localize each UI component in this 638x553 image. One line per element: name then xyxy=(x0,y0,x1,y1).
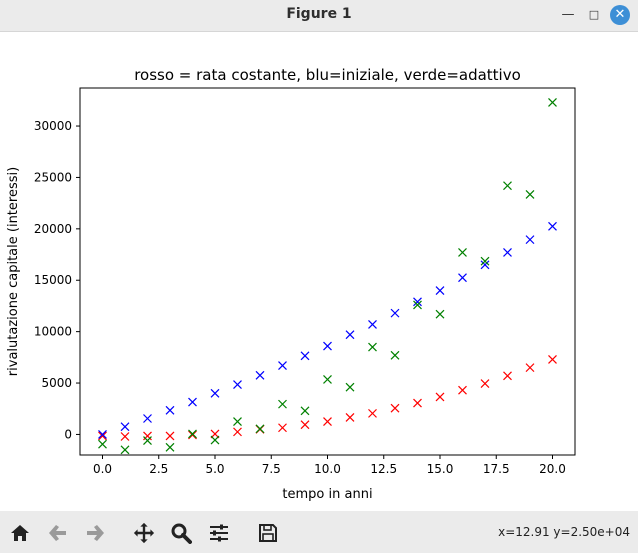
y-tick-label: 0 xyxy=(64,427,72,441)
data-point-series-2 xyxy=(98,439,107,449)
y-tick-label: 30000 xyxy=(34,119,72,133)
pan-move-icon[interactable] xyxy=(133,522,155,544)
data-point-series-0 xyxy=(300,420,310,430)
data-point-series-2 xyxy=(368,342,377,352)
navigation-toolbar: x=12.91 y=2.50e+04 xyxy=(0,511,638,553)
data-point-series-2 xyxy=(300,406,310,416)
data-point-series-2 xyxy=(435,309,445,319)
data-point-series-2 xyxy=(143,436,152,446)
data-point-series-2 xyxy=(390,350,400,360)
data-point-series-2 xyxy=(548,97,557,107)
data-point-series-0 xyxy=(503,371,512,381)
data-point-series-0 xyxy=(435,392,445,402)
window-title: Figure 1 xyxy=(286,6,352,22)
data-point-series-1 xyxy=(255,370,265,380)
data-point-series-0 xyxy=(525,363,535,373)
data-point-series-1 xyxy=(278,361,287,370)
data-point-series-2 xyxy=(345,382,355,392)
save-floppy-icon[interactable] xyxy=(257,522,279,544)
forward-arrow-icon[interactable] xyxy=(84,522,106,544)
x-axis-ticks: 0.0 2.5 5.0 7.5 10.0 12.5 15.0 17.5 20.0 xyxy=(93,455,566,476)
y-axis-label: rivalutazione capitale (interessi) xyxy=(6,167,21,376)
data-point-series-2 xyxy=(120,445,130,455)
minimize-icon[interactable]: — xyxy=(561,7,575,22)
data-point-series-0 xyxy=(480,379,490,388)
data-point-series-0 xyxy=(548,354,557,364)
x-tick-label: 20.0 xyxy=(539,462,566,476)
maximize-icon[interactable]: □ xyxy=(588,8,600,21)
data-point-series-1 xyxy=(435,286,445,295)
data-point-series-1 xyxy=(233,380,242,390)
data-point-series-0 xyxy=(165,431,175,441)
data-points xyxy=(98,97,557,455)
home-icon[interactable] xyxy=(9,522,31,544)
window-titlebar: Figure 1 — □ ✕ xyxy=(0,0,638,32)
data-point-series-0 xyxy=(278,423,287,433)
scatter-plot: rosso = rata costante, blu=iniziale, ver… xyxy=(6,66,576,502)
y-tick-label: 5000 xyxy=(41,376,72,390)
data-point-series-1 xyxy=(120,422,130,432)
data-point-series-1 xyxy=(525,235,535,245)
data-point-series-2 xyxy=(323,375,332,384)
back-arrow-icon[interactable] xyxy=(47,522,69,544)
data-point-series-2 xyxy=(188,429,197,439)
data-point-series-0 xyxy=(345,413,355,422)
chart-title: rosso = rata costante, blu=iniziale, ver… xyxy=(134,66,521,84)
zoom-magnifier-icon[interactable] xyxy=(170,522,192,544)
data-point-series-2 xyxy=(210,435,220,445)
configure-subplots-icon[interactable] xyxy=(208,522,230,544)
data-point-series-1 xyxy=(480,260,490,270)
data-point-series-1 xyxy=(368,320,377,329)
data-point-series-2 xyxy=(480,256,490,266)
figure-canvas[interactable]: rosso = rata costante, blu=iniziale, ver… xyxy=(0,32,638,509)
data-point-series-1 xyxy=(390,308,400,318)
data-point-series-1 xyxy=(413,297,422,307)
data-point-series-1 xyxy=(548,221,557,231)
x-tick-label: 15.0 xyxy=(427,462,454,476)
y-tick-label: 20000 xyxy=(34,222,72,236)
data-point-series-1 xyxy=(323,341,332,351)
data-point-series-1 xyxy=(503,248,512,257)
x-tick-label: 5.0 xyxy=(205,462,224,476)
data-point-series-2 xyxy=(165,442,175,452)
y-tick-label: 15000 xyxy=(34,273,72,287)
data-point-series-1 xyxy=(165,405,175,415)
data-point-series-2 xyxy=(503,181,512,191)
data-point-series-2 xyxy=(525,189,535,199)
x-tick-label: 2.5 xyxy=(149,462,168,476)
y-axis-ticks: 0 5000 10000 15000 20000 25000 30000 xyxy=(34,119,80,441)
axes-frame xyxy=(79,87,576,456)
x-tick-label: 12.5 xyxy=(370,462,397,476)
x-axis-label: tempo in anni xyxy=(282,487,372,502)
y-tick-label: 25000 xyxy=(34,170,72,184)
data-point-series-2 xyxy=(255,424,265,434)
data-point-series-1 xyxy=(98,430,107,439)
x-tick-label: 0.0 xyxy=(93,462,112,476)
data-point-series-0 xyxy=(413,398,422,408)
data-point-series-0 xyxy=(233,427,242,437)
data-point-series-1 xyxy=(458,273,467,283)
data-point-series-1 xyxy=(345,330,355,340)
data-point-series-2 xyxy=(278,399,287,409)
x-tick-label: 10.0 xyxy=(314,462,341,476)
x-tick-label: 17.5 xyxy=(483,462,510,476)
data-point-series-1 xyxy=(300,351,310,361)
data-point-series-0 xyxy=(98,431,107,441)
data-point-series-2 xyxy=(458,248,467,257)
data-point-series-2 xyxy=(413,300,422,310)
data-point-series-0 xyxy=(390,403,400,413)
data-point-series-0 xyxy=(323,417,332,427)
data-point-series-0 xyxy=(120,432,130,441)
data-point-series-0 xyxy=(458,385,467,395)
cursor-coordinates: x=12.91 y=2.50e+04 xyxy=(498,525,630,539)
y-tick-label: 10000 xyxy=(34,325,72,339)
data-point-series-1 xyxy=(143,414,152,423)
data-point-series-0 xyxy=(188,430,197,440)
data-point-series-2 xyxy=(233,417,242,427)
data-point-series-0 xyxy=(368,408,377,418)
close-icon[interactable]: ✕ xyxy=(610,5,630,25)
data-point-series-1 xyxy=(210,388,220,398)
x-tick-label: 7.5 xyxy=(262,462,281,476)
data-point-series-1 xyxy=(188,397,197,407)
